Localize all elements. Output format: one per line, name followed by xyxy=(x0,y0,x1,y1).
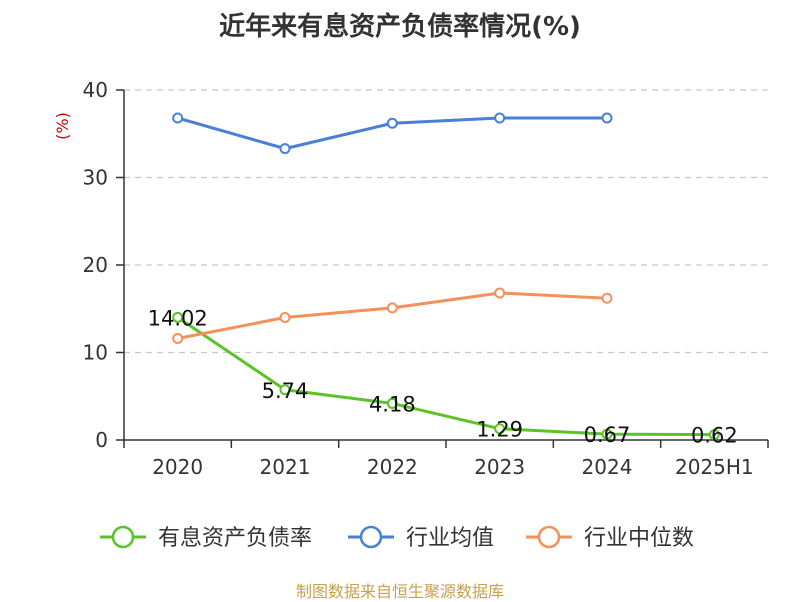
legend: 有息资产负债率 行业均值 行业中位数 xyxy=(100,525,694,551)
data-point xyxy=(279,384,291,396)
x-tick-label: 2021 xyxy=(260,455,311,479)
y-tick-label: 40 xyxy=(83,78,108,102)
data-labels: 14.02 5.74 4.18 1.29 0.67 0.62 xyxy=(148,306,738,447)
data-label: 0.67 xyxy=(584,423,631,447)
grid-lines xyxy=(124,89,768,354)
data-point xyxy=(386,117,398,129)
data-point xyxy=(386,302,398,314)
legend-label: 行业均值 xyxy=(406,526,494,551)
data-point xyxy=(708,429,720,441)
legend-label: 有息资产负债率 xyxy=(158,526,312,551)
axes: 0 10 20 30 40 (%) 2020 2021 2022 2023 2024 2025H1 xyxy=(53,78,769,479)
y-tick-label: 0 xyxy=(95,428,108,452)
data-label: 4.18 xyxy=(369,392,416,416)
data-point xyxy=(601,112,613,124)
data-point xyxy=(494,112,506,124)
data-label: 5.74 xyxy=(262,379,309,403)
data-point xyxy=(494,423,506,435)
data-point xyxy=(172,311,184,323)
data-point xyxy=(172,333,184,344)
data-point xyxy=(386,397,398,409)
series-line xyxy=(177,291,608,340)
y-tick-label: 10 xyxy=(83,341,108,365)
legend-swatch-marker xyxy=(359,525,383,549)
source-note: 制图数据来自恒生聚源数据库 xyxy=(295,582,504,601)
y-tick-label: 20 xyxy=(83,253,108,277)
legend-label: 行业中位数 xyxy=(584,526,694,551)
x-tick-label: 2023 xyxy=(474,455,525,479)
data-point xyxy=(601,292,613,304)
data-point xyxy=(279,312,291,323)
y-tick-label: 30 xyxy=(83,166,108,190)
data-label: 0.62 xyxy=(691,424,738,448)
data-point xyxy=(494,287,506,299)
data-label: 1.29 xyxy=(476,418,523,442)
x-tick-label: 2025H1 xyxy=(675,455,754,479)
data-point xyxy=(172,112,184,124)
y-axis-unit: (%) xyxy=(53,112,72,140)
legend-swatch-marker xyxy=(537,525,561,549)
chart-title: 近年来有息资产负债率情况(%) xyxy=(219,12,581,42)
series-line xyxy=(176,316,715,437)
series-lines xyxy=(172,112,720,441)
data-label: 14.02 xyxy=(148,306,208,330)
legend-swatch-marker xyxy=(111,525,135,549)
x-tick-label: 2020 xyxy=(152,455,203,479)
x-tick-label: 2022 xyxy=(367,455,418,479)
x-tick-label: 2024 xyxy=(582,455,633,479)
data-point xyxy=(279,143,291,155)
data-point xyxy=(601,428,613,440)
